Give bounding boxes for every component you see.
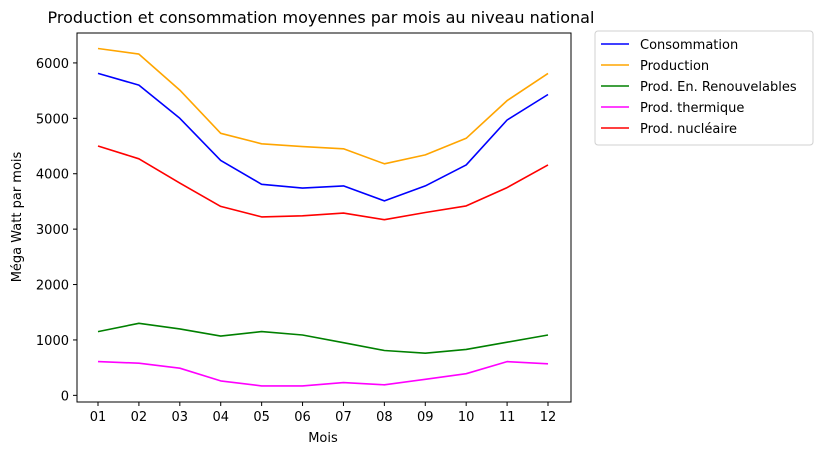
- series-layer: [97, 47, 549, 387]
- legend-label: Production: [640, 59, 709, 74]
- y-axis: 0 1000 2000 3000 4000 5000 6000: [36, 57, 77, 404]
- x-tick-label: 05: [253, 410, 270, 425]
- x-tick-label: 02: [131, 410, 148, 425]
- legend: Consommation Production Prod. En. Renouvel…: [594, 30, 814, 146]
- legend-label: Consommation: [640, 38, 738, 53]
- legend-label: Prod. thermique: [640, 101, 744, 116]
- x-tick-label: 09: [417, 410, 434, 425]
- x-tick-label: 12: [540, 410, 557, 425]
- x-tick-label: 06: [294, 410, 311, 425]
- series-line-4: [97, 145, 549, 221]
- x-tick-label: 10: [458, 410, 475, 425]
- y-axis-label: Méga Watt par mois: [10, 151, 25, 282]
- x-axis-label: Mois: [308, 431, 338, 446]
- series-line-2: [97, 322, 549, 355]
- y-tick-label: 3000: [36, 223, 69, 238]
- y-tick-label: 4000: [36, 168, 69, 183]
- x-tick-label: 11: [499, 410, 516, 425]
- y-tick-label: 5000: [36, 112, 69, 127]
- y-tick-label: 0: [61, 389, 69, 404]
- x-tick-label: 03: [172, 410, 189, 425]
- series-line-3: [97, 360, 549, 387]
- x-axis: 01 02 03 04 05 06 07 08 09 10 11 12: [90, 402, 557, 425]
- legend-label: Prod. nucléaire: [640, 122, 737, 137]
- x-tick-label: 01: [90, 410, 107, 425]
- x-tick-label: 08: [376, 410, 393, 425]
- plot-frame: [76, 32, 572, 403]
- x-tick-label: 07: [335, 410, 352, 425]
- legend-label: Prod. En. Renouvelables: [640, 80, 797, 95]
- x-tick-label: 04: [212, 410, 229, 425]
- y-tick-label: 1000: [36, 334, 69, 349]
- y-tick-label: 2000: [36, 279, 69, 294]
- y-tick-label: 6000: [36, 57, 69, 72]
- series-line-1: [97, 47, 549, 165]
- series-line-0: [97, 72, 549, 202]
- legend-box: [594, 30, 814, 146]
- chart-title: Production et consommation moyennes par …: [48, 8, 595, 27]
